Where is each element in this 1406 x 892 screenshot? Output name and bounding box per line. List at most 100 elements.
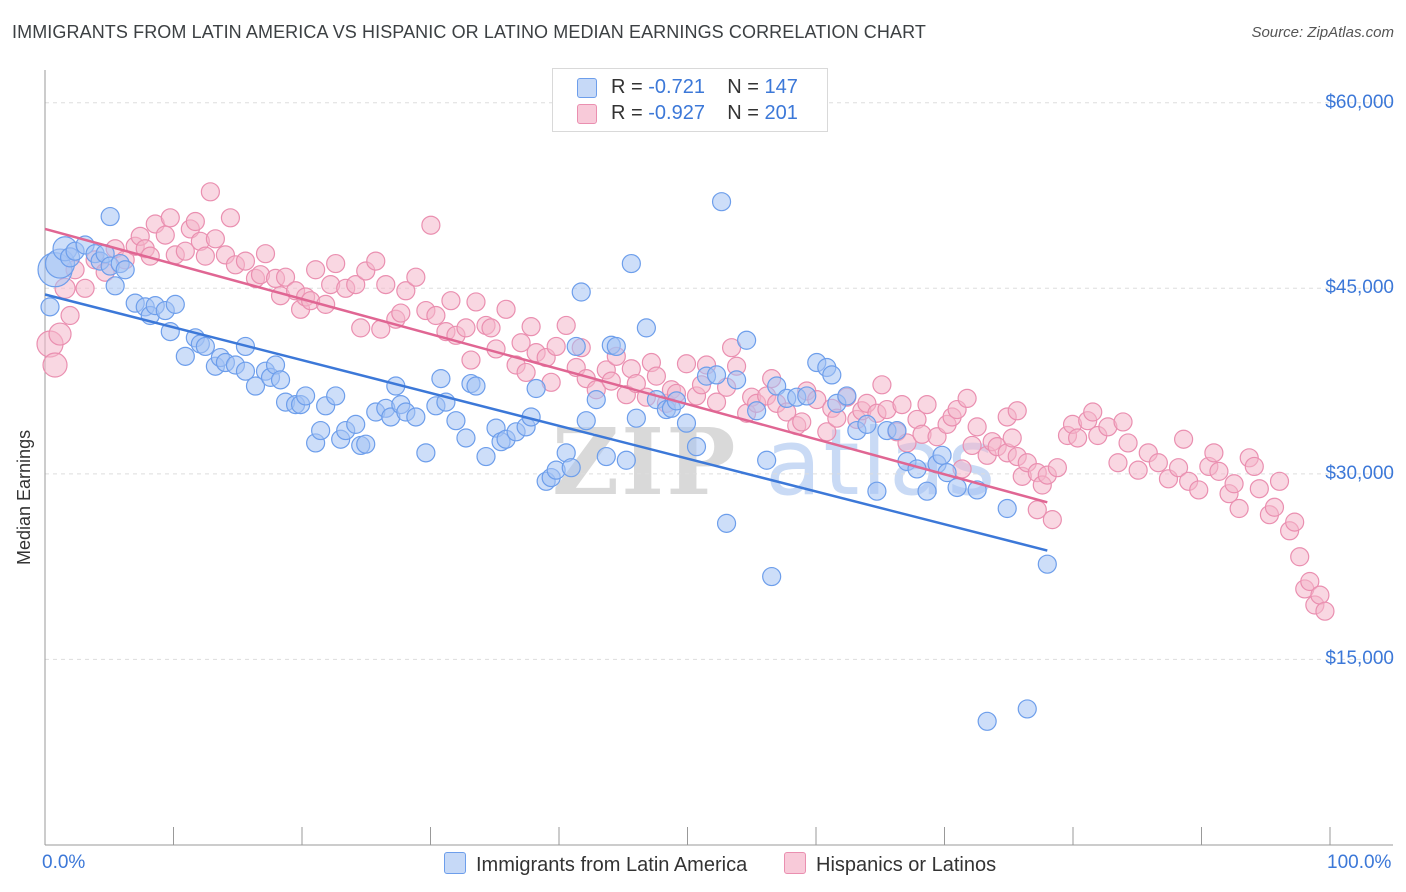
correlation-legend: R = -0.721 N = 147 R = -0.927 N = 201 <box>552 68 828 132</box>
hispanics-point <box>456 318 476 338</box>
hispanics-point <box>1290 547 1310 567</box>
y-tick-label: $30,000 <box>1325 462 1394 484</box>
immigrants-point <box>947 477 967 498</box>
hispanics-point <box>1042 510 1062 530</box>
source-note: Source: ZipAtlas.com <box>1251 24 1394 41</box>
hispanics-point <box>917 394 937 415</box>
hispanics-point <box>1224 474 1244 494</box>
immigrants-point <box>175 346 195 366</box>
immigrants-point <box>586 390 606 410</box>
immigrants-point <box>621 253 641 274</box>
hispanics-point <box>185 211 205 232</box>
immigrants-point <box>887 420 907 441</box>
hispanics-point <box>220 208 241 228</box>
immigrants-point <box>270 370 291 390</box>
immigrants-point <box>1017 699 1037 719</box>
hispanics-point <box>872 375 892 395</box>
hispanics-point <box>1269 471 1290 491</box>
hispanics-point <box>892 394 912 415</box>
hispanics-point <box>48 322 72 346</box>
legend-swatch-pink <box>577 104 597 124</box>
hispanics-point <box>1007 401 1027 421</box>
immigrants-point <box>356 434 376 454</box>
hispanics-point <box>1204 443 1224 463</box>
hispanics-point <box>1189 480 1209 500</box>
legend-swatch-pink <box>784 852 806 874</box>
immigrants-point <box>726 370 747 390</box>
immigrants-point <box>195 336 215 357</box>
immigrants-point <box>406 407 426 427</box>
immigrants-point <box>997 498 1017 519</box>
hispanics-point <box>306 260 326 280</box>
hispanics-point <box>426 305 446 326</box>
immigrants-point <box>476 446 496 467</box>
hispanics-point <box>1249 479 1269 499</box>
immigrants-point <box>115 260 135 280</box>
immigrants-point <box>917 481 937 501</box>
immigrants-point <box>822 365 842 385</box>
immigrants-point <box>706 365 727 385</box>
hispanics-point <box>516 362 536 383</box>
immigrants-point <box>346 414 366 434</box>
immigrants-point <box>311 420 331 441</box>
immigrants-point <box>576 411 596 431</box>
hispanics-point <box>255 244 276 264</box>
hispanics-point <box>1315 601 1335 621</box>
hispanics-point <box>481 318 501 338</box>
immigrants-point <box>416 443 436 463</box>
immigrants-point <box>1037 554 1057 574</box>
x-tick-label-max: 100.0% <box>1327 852 1392 873</box>
hispanics-point <box>466 292 486 312</box>
immigrants-point <box>686 437 707 457</box>
hispanics-point <box>406 267 426 287</box>
hispanics-point <box>1128 460 1148 480</box>
hispanics-point <box>556 315 576 336</box>
legend-swatch-blue <box>444 852 466 874</box>
immigrants-point <box>526 378 546 399</box>
hispanics-point <box>817 422 837 442</box>
hispanics-point <box>1285 512 1305 532</box>
hispanics-point <box>957 388 977 409</box>
series-legend-immigrants[interactable]: Immigrants from Latin America <box>444 852 747 878</box>
hispanics-point <box>366 251 386 271</box>
hispanics-point <box>155 225 175 245</box>
immigrants-point <box>100 206 120 227</box>
r-label: R = <box>611 102 649 124</box>
immigrants-point <box>431 369 451 389</box>
hispanics-point <box>326 253 346 274</box>
hispanics-point <box>1108 453 1128 473</box>
hispanics-point <box>1310 585 1330 605</box>
n-label: N = <box>727 76 765 98</box>
immigrants-point <box>837 386 857 406</box>
hispanics-point <box>461 350 481 370</box>
immigrants-point <box>737 330 757 350</box>
series-label-hispanics: Hispanics or Latinos <box>816 854 997 876</box>
hispanics-point <box>1244 456 1264 477</box>
hispanics-point <box>275 267 296 287</box>
hispanics-point <box>1300 571 1320 592</box>
immigrants-point <box>235 361 256 381</box>
series-legend-hispanics[interactable]: Hispanics or Latinos <box>784 852 996 878</box>
hispanics-point <box>546 336 566 357</box>
y-tick-label: $45,000 <box>1325 277 1394 299</box>
hispanics-point <box>60 305 80 326</box>
hispanics-point <box>1047 458 1067 478</box>
hispanics-point <box>1229 498 1249 519</box>
hispanics-point <box>496 299 516 319</box>
hispanics-point <box>927 427 947 447</box>
hispanics-point <box>351 318 371 338</box>
hispanics-point <box>1118 433 1138 453</box>
hispanics-point <box>75 278 95 298</box>
hispanics-point <box>486 339 506 359</box>
x-tick-label-min: 0.0% <box>42 852 86 873</box>
immigrants-point <box>105 276 125 296</box>
y-axis-title: Median Earnings <box>14 429 34 565</box>
immigrants-point <box>626 408 646 428</box>
hispanics-point <box>1002 428 1022 448</box>
immigrants-point <box>165 294 185 314</box>
hispanics-point <box>646 366 667 386</box>
r-value-immigrants: -0.721 <box>648 76 705 98</box>
immigrants-point <box>566 336 586 357</box>
hispanics-point <box>42 352 68 378</box>
